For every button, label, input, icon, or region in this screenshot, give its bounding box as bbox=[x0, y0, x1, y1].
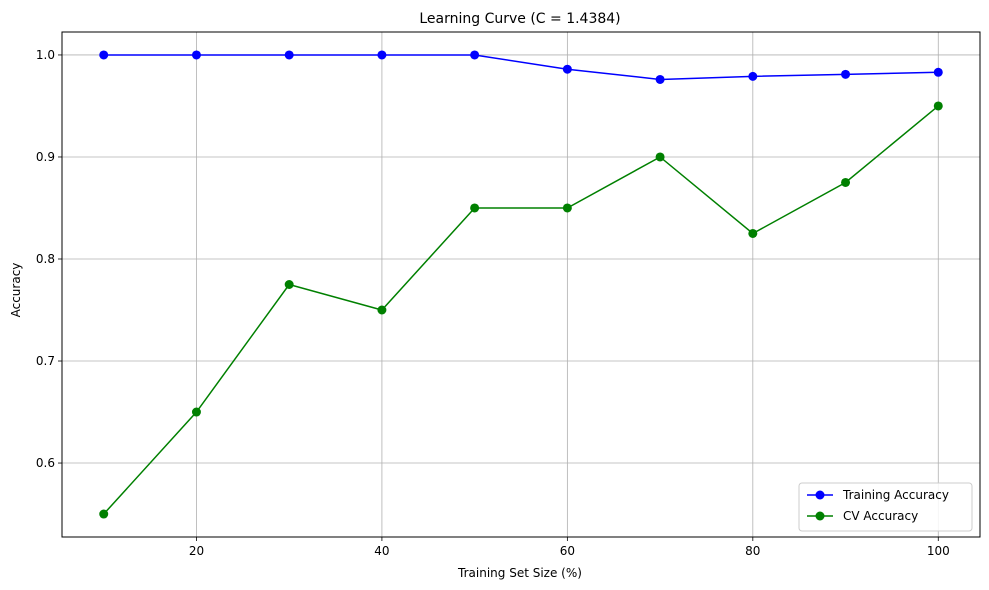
legend-marker-training-accuracy bbox=[815, 490, 825, 500]
x-tick-label: 40 bbox=[374, 544, 389, 558]
x-tick-label: 100 bbox=[927, 544, 950, 558]
data-point-cv-accuracy bbox=[191, 407, 201, 417]
plot-frame bbox=[61, 31, 981, 538]
series-layer bbox=[99, 50, 943, 519]
data-point-training-accuracy bbox=[191, 50, 201, 60]
data-point-cv-accuracy bbox=[562, 203, 572, 213]
legend-box bbox=[798, 482, 973, 532]
y-tick-label: 0.6 bbox=[36, 456, 55, 470]
x-tick-label: 60 bbox=[560, 544, 575, 558]
y-tick-label: 0.9 bbox=[36, 150, 55, 164]
series-line-training-accuracy bbox=[103, 54, 939, 81]
y-tick-label: 1.0 bbox=[36, 48, 55, 62]
legend: Training Accuracy CV Accuracy bbox=[798, 482, 973, 532]
chart-title: Learning Curve (C = 1.4384) bbox=[419, 11, 620, 27]
axis-ticks: 20 40 60 80 100 0.6 0.7 0.8 0.9 1.0 bbox=[36, 48, 950, 558]
data-point-training-accuracy bbox=[748, 71, 758, 81]
data-point-training-accuracy bbox=[284, 50, 294, 60]
data-point-training-accuracy bbox=[933, 67, 943, 77]
data-point-cv-accuracy bbox=[655, 152, 665, 162]
series-line-cv-accuracy bbox=[103, 105, 939, 515]
x-tick-label: 20 bbox=[189, 544, 204, 558]
data-point-training-accuracy bbox=[655, 74, 665, 84]
data-point-cv-accuracy bbox=[284, 280, 294, 289]
y-tick-label: 0.7 bbox=[36, 354, 55, 368]
grid-lines bbox=[62, 32, 980, 537]
y-axis-label: Accuracy bbox=[9, 263, 23, 318]
legend-marker-cv-accuracy bbox=[815, 511, 825, 521]
y-tick-label: 0.8 bbox=[36, 252, 55, 266]
data-point-training-accuracy bbox=[377, 50, 387, 60]
data-point-cv-accuracy bbox=[470, 203, 480, 213]
data-point-cv-accuracy bbox=[841, 177, 851, 187]
data-point-cv-accuracy bbox=[933, 101, 943, 111]
data-point-cv-accuracy bbox=[99, 509, 109, 519]
data-point-training-accuracy bbox=[470, 50, 480, 60]
data-point-cv-accuracy bbox=[377, 305, 387, 315]
data-point-cv-accuracy bbox=[748, 228, 758, 238]
legend-label-cv-accuracy: CV Accuracy bbox=[843, 509, 918, 523]
data-point-training-accuracy bbox=[841, 69, 851, 79]
legend-label-training-accuracy: Training Accuracy bbox=[842, 488, 949, 502]
data-point-training-accuracy bbox=[562, 64, 572, 74]
x-tick-label: 80 bbox=[745, 544, 760, 558]
data-point-training-accuracy bbox=[99, 50, 109, 60]
x-axis-label: Training Set Size (%) bbox=[457, 566, 582, 580]
